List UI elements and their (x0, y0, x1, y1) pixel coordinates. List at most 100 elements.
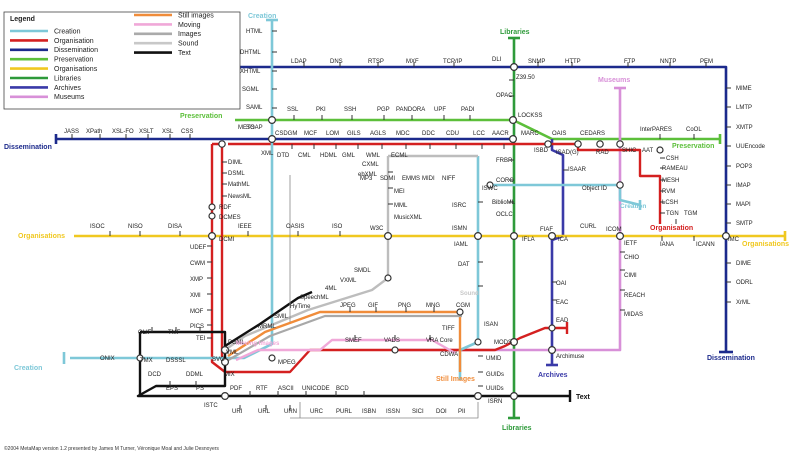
station-label: PII (458, 409, 466, 415)
station-label: DISA (168, 224, 182, 230)
images-line (224, 314, 462, 363)
station-label: CSDGM (275, 131, 297, 137)
station-label: MESH (662, 178, 679, 184)
station-label: DHTML (240, 50, 261, 56)
station-label: ISAD(G) (556, 150, 579, 156)
station-label: RVM (662, 189, 675, 195)
station-label: SNMP (528, 59, 545, 65)
station-label: DCMI (219, 237, 235, 243)
line-name-label: Museums (598, 77, 630, 84)
station-label: RTSP (368, 59, 384, 65)
station-label: DTD (277, 153, 290, 159)
station-label: ODRL (736, 280, 753, 286)
station-label: UNICODE (302, 386, 330, 392)
station-label: METS (238, 125, 255, 131)
station-label: AACR (492, 131, 509, 137)
line-name-label: Moving Images (236, 341, 280, 347)
station-label: CML (298, 153, 311, 159)
station-label: SpeechML (300, 295, 329, 301)
station-label: URI (232, 409, 243, 415)
text-line (136, 290, 572, 402)
line-name-label: Sound (460, 291, 479, 297)
station-label: MIDAS (624, 312, 643, 318)
station-label: GUIDs (486, 372, 504, 378)
station-label: JPEG (340, 303, 356, 309)
line-name-label: Text (576, 394, 591, 401)
station-label: RAMEAU (662, 166, 688, 172)
station-label: SICI (412, 409, 424, 415)
station-label: RDF (219, 205, 232, 211)
station-label: CURL (580, 224, 597, 230)
station-label: MP3 (360, 176, 373, 182)
station-label: CXML (362, 162, 379, 168)
station-label: DIML (228, 160, 243, 166)
line-name-label: Preservation (180, 113, 222, 120)
station-label: NISO (128, 224, 143, 230)
station-label: MIDI (422, 176, 435, 182)
line-name-label: Libraries (502, 425, 532, 432)
station-label: UPF (434, 107, 446, 113)
line-name-label: Creation (248, 13, 276, 20)
station-label: TGM (684, 211, 697, 217)
station-label: SGML (242, 87, 260, 93)
station-label: VADS (384, 338, 400, 344)
station-label: XML (261, 151, 274, 157)
credit-text: ©2004 MetaMap version 1.2 presented by J… (4, 445, 219, 452)
station-label: GML (342, 153, 356, 159)
legend-label: Text (178, 50, 191, 57)
organisation-line (210, 142, 662, 374)
station-label: VRA Core (426, 338, 453, 344)
station-label: URN (284, 409, 297, 415)
station-label: POP3 (736, 164, 753, 170)
station-label: PICS (190, 324, 204, 330)
legend-label: Museums (54, 94, 85, 101)
legend-label: Organisations (54, 66, 98, 73)
line-name-label: Organisations (18, 233, 65, 240)
station-label: MNG (426, 303, 440, 309)
station-label: OASIS (286, 224, 304, 230)
station-label: OAI (556, 281, 567, 287)
still-images-line (227, 310, 462, 372)
interchange-stations (136, 62, 730, 401)
libraries-line (508, 36, 520, 420)
station-label: TIFF (442, 326, 455, 332)
station-label: MathML (228, 182, 250, 188)
station-label: ISBN (362, 409, 376, 415)
station-label: ISBD (534, 148, 549, 154)
station-label: LDAP (291, 59, 307, 65)
station-label: CSH (666, 156, 679, 162)
station-label: IMC (728, 237, 740, 243)
station-label: ECML (391, 153, 408, 159)
archives-line (546, 139, 565, 367)
station-label: MOF (190, 309, 204, 315)
station-label: UDEF (190, 245, 207, 251)
station-label: OLIF (138, 330, 152, 336)
station-label: XMTP (736, 125, 753, 131)
station-label: SOAP (246, 125, 263, 131)
station-label: MRML (258, 324, 276, 330)
station-label: ISAAR (568, 167, 587, 173)
station-label: CDU (446, 131, 459, 137)
station-label: LCSH (662, 200, 678, 206)
station-label: NewsML (228, 194, 252, 200)
station-label: DDC (422, 131, 436, 137)
station-label: NIFF (442, 176, 456, 182)
station-label: JASS (64, 129, 79, 135)
station-label: TMX (140, 358, 153, 364)
station-label: HTTP (565, 59, 581, 65)
station-label: UUIDs (486, 386, 504, 392)
station-label: DCMES (219, 215, 241, 221)
station-label: SMEF (345, 338, 362, 344)
station-label: RTF (256, 386, 268, 392)
station-label: SMIL (274, 314, 289, 320)
legend-label: Libraries (54, 75, 81, 82)
legend-label: Still images (178, 12, 214, 19)
station-label: CEDARS (580, 131, 605, 137)
station-label: CIMI (624, 273, 637, 279)
station-label: ISAN (484, 322, 498, 328)
station-label: ISOC (90, 224, 105, 230)
line-name-label: Dissemination (4, 144, 52, 151)
station-label: PURL (336, 409, 353, 415)
station-label: TCP/IP (443, 59, 462, 65)
